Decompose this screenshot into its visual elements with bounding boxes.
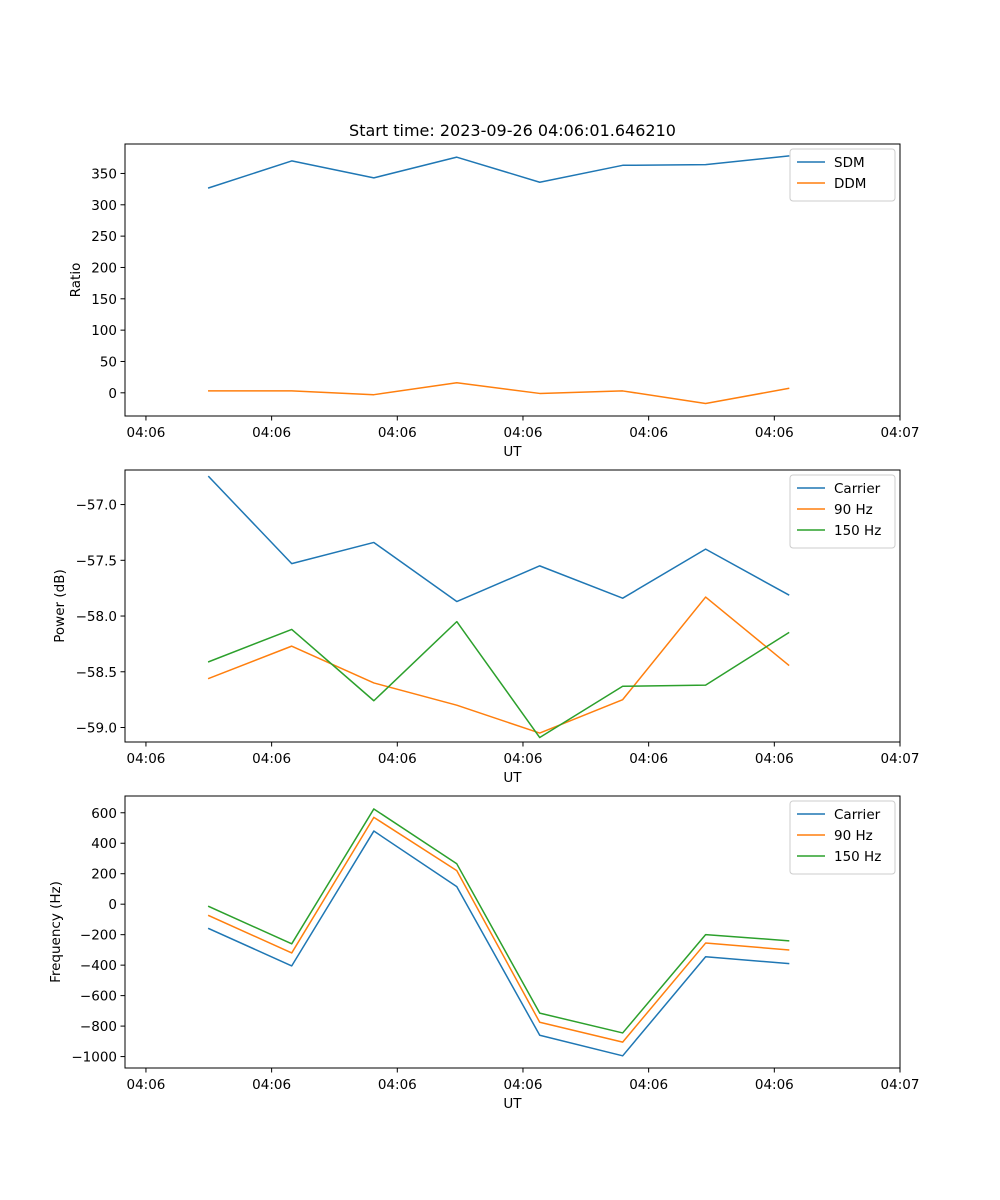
frequency-y-tick-label: −200	[80, 928, 117, 944]
frequency-x-tick-label: 04:06	[378, 1077, 417, 1093]
ratio-plot-frame	[124, 143, 901, 417]
frequency-legend-label-90-hz: 90 Hz	[834, 828, 873, 844]
frequency-y-tick-label: −800	[80, 1019, 117, 1035]
frequency-x-tick-label: 04:07	[881, 1077, 920, 1093]
frequency-series-carrier-line	[207, 830, 790, 1057]
ratio-x-tick-label: 04:06	[126, 425, 165, 441]
power-x-tick-label: 04:06	[755, 751, 794, 767]
power-legend-label-90-hz: 90 Hz	[834, 502, 873, 518]
power-series-150-hz-line	[207, 620, 790, 739]
frequency-x-tick-label: 04:06	[252, 1077, 291, 1093]
frequency-legend-label-150-hz: 150 Hz	[834, 849, 881, 865]
frequency-ticks: 04:06 04:06 04:06 04:06 04:06 04:06 04:07 −1000…	[71, 806, 919, 1093]
power-x-tick-label: 04:06	[629, 751, 668, 767]
ratio-y-tick-label: 200	[91, 260, 117, 276]
chart-title: Start time: 2023-09-26 04:06:01.646210	[349, 121, 676, 140]
frequency-y-tick-label: −1000	[71, 1050, 117, 1066]
ratio-y-axis-label: Ratio	[68, 263, 84, 298]
ratio-lines	[207, 155, 790, 405]
frequency-y-axis-label: Frequency (Hz)	[48, 881, 64, 983]
ratio-legend-label-sdm: SDM	[834, 155, 865, 171]
ratio-x-tick-label: 04:06	[629, 425, 668, 441]
frequency-y-tick-label: −400	[80, 958, 117, 974]
ratio-y-tick-label: 350	[91, 166, 117, 182]
ratio-x-axis-label: UT	[503, 444, 522, 460]
ratio-series-ddm-line	[208, 382, 790, 405]
power-x-tick-label: 04:06	[126, 751, 165, 767]
frequency-y-tick-label: 200	[91, 867, 117, 883]
power-x-tick-label: 04:06	[378, 751, 417, 767]
frequency-x-axis-label: UT	[503, 1096, 522, 1112]
power-x-tick-label: 04:07	[881, 751, 920, 767]
ratio-legend: SDM DDM	[789, 148, 896, 202]
power-series-carrier-line	[207, 475, 790, 603]
frequency-panel: 04:06 04:06 04:06 04:06 04:06 04:06 04:07 −1000…	[48, 795, 919, 1112]
ratio-ticks: 04:06 04:06 04:06 04:06 04:06 04:06 04:07 0 50 10…	[91, 166, 919, 441]
power-x-axis-label: UT	[503, 770, 522, 786]
frequency-x-tick-label: 04:06	[629, 1077, 668, 1093]
ratio-panel: 04:06 04:06 04:06 04:06 04:06 04:06 04:07 0 50 10…	[68, 143, 919, 460]
power-panel: 04:06 04:06 04:06 04:06 04:06 04:06 04:07 −59.0…	[52, 469, 920, 786]
frequency-series-90-hz-line	[207, 816, 790, 1043]
frequency-plot-frame	[124, 795, 901, 1069]
frequency-y-tick-label: 400	[91, 836, 117, 852]
ratio-y-tick-label: 0	[108, 386, 117, 402]
power-ticks: 04:06 04:06 04:06 04:06 04:06 04:06 04:07 −59.0…	[76, 498, 920, 767]
power-legend-label-carrier: Carrier	[834, 481, 881, 497]
power-legend: Carrier 90 Hz 150 Hz	[789, 474, 896, 549]
ratio-y-tick-label: 50	[100, 354, 117, 370]
power-x-tick-label: 04:06	[504, 751, 543, 767]
frequency-series-150-hz-line	[207, 808, 790, 1034]
ratio-legend-label-ddm: DDM	[834, 176, 866, 192]
power-y-tick-label: −58.5	[76, 665, 117, 681]
power-plot-frame	[124, 469, 901, 743]
ratio-series-sdm-line	[207, 155, 790, 189]
ratio-x-tick-label: 04:06	[252, 425, 291, 441]
frequency-legend: Carrier 90 Hz 150 Hz	[789, 800, 896, 875]
frequency-x-tick-label: 04:06	[126, 1077, 165, 1093]
ratio-y-tick-label: 100	[91, 323, 117, 339]
ratio-x-tick-label: 04:07	[881, 425, 920, 441]
frequency-lines	[207, 808, 790, 1057]
ratio-x-tick-label: 04:06	[378, 425, 417, 441]
ratio-x-tick-label: 04:06	[504, 425, 543, 441]
frequency-x-tick-label: 04:06	[504, 1077, 543, 1093]
frequency-y-tick-label: 600	[91, 806, 117, 822]
ratio-y-tick-label: 250	[91, 229, 117, 245]
power-x-tick-label: 04:06	[252, 751, 291, 767]
ratio-y-tick-label: 300	[91, 198, 117, 214]
ratio-x-tick-label: 04:06	[755, 425, 794, 441]
power-series-90-hz-line	[207, 596, 790, 734]
power-lines	[207, 475, 790, 739]
power-y-axis-label: Power (dB)	[52, 569, 68, 642]
power-y-tick-label: −58.0	[76, 609, 117, 625]
power-legend-label-150-hz: 150 Hz	[834, 523, 881, 539]
power-y-tick-label: −59.0	[76, 721, 117, 737]
ratio-y-tick-label: 150	[91, 292, 117, 308]
frequency-x-tick-label: 04:06	[755, 1077, 794, 1093]
frequency-y-tick-label: −600	[80, 989, 117, 1005]
power-y-tick-label: −57.5	[76, 553, 117, 569]
frequency-legend-label-carrier: Carrier	[834, 807, 881, 823]
power-y-tick-label: −57.0	[76, 498, 117, 514]
frequency-y-tick-label: 0	[108, 897, 117, 913]
